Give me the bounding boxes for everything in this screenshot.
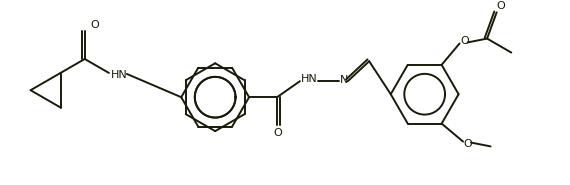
Text: O: O (90, 20, 99, 30)
Text: O: O (496, 1, 505, 11)
Text: HN: HN (300, 74, 317, 84)
Text: O: O (460, 36, 469, 46)
Text: N: N (340, 75, 348, 85)
Text: O: O (274, 128, 282, 138)
Text: O: O (463, 139, 473, 149)
Text: HN: HN (111, 70, 127, 80)
